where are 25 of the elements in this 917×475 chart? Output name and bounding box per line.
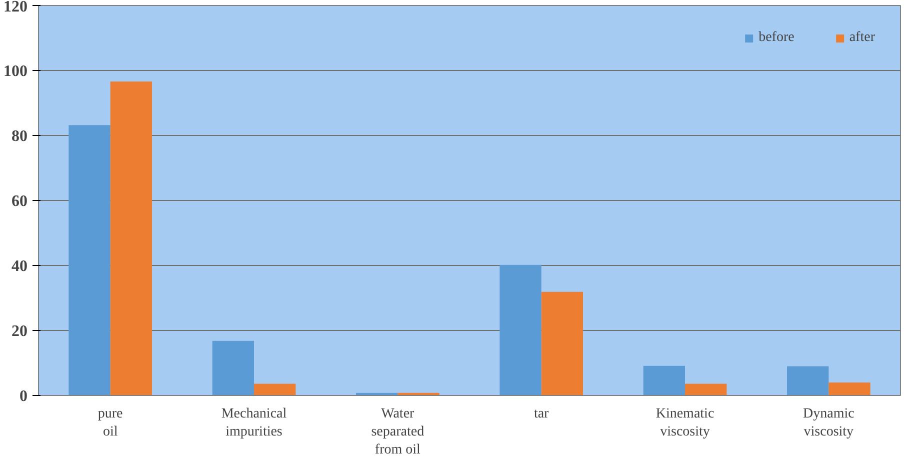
y-tick-label: 120: [4, 0, 28, 16]
x-tick-label: Dynamic viscosity: [803, 406, 854, 440]
bar: [828, 382, 870, 396]
y-tick-label: 80: [12, 128, 28, 145]
bar: [68, 125, 110, 396]
bar: [212, 340, 254, 396]
x-tick-label: Kinematic viscosity: [656, 406, 714, 440]
bar: [787, 366, 829, 396]
y-tick-label: 0: [20, 388, 28, 405]
x-tick-label: pure oil: [98, 406, 123, 440]
bar: [500, 264, 542, 396]
bar: [254, 384, 296, 396]
bar: [685, 384, 727, 396]
y-tick-label: 20: [12, 323, 28, 340]
legend-label: after: [849, 30, 875, 46]
y-tick-label: 100: [4, 63, 28, 80]
bar: [643, 366, 685, 396]
bar: [110, 82, 152, 396]
legend-label: before: [758, 30, 794, 46]
y-tick-label: 40: [12, 258, 28, 275]
x-tick-label: Water separated from oil: [371, 406, 424, 458]
y-tick-label: 60: [12, 193, 28, 210]
x-tick-label: Mechanical impurities: [221, 406, 287, 440]
x-tick-label: tar: [534, 406, 550, 422]
bar: [541, 292, 583, 396]
